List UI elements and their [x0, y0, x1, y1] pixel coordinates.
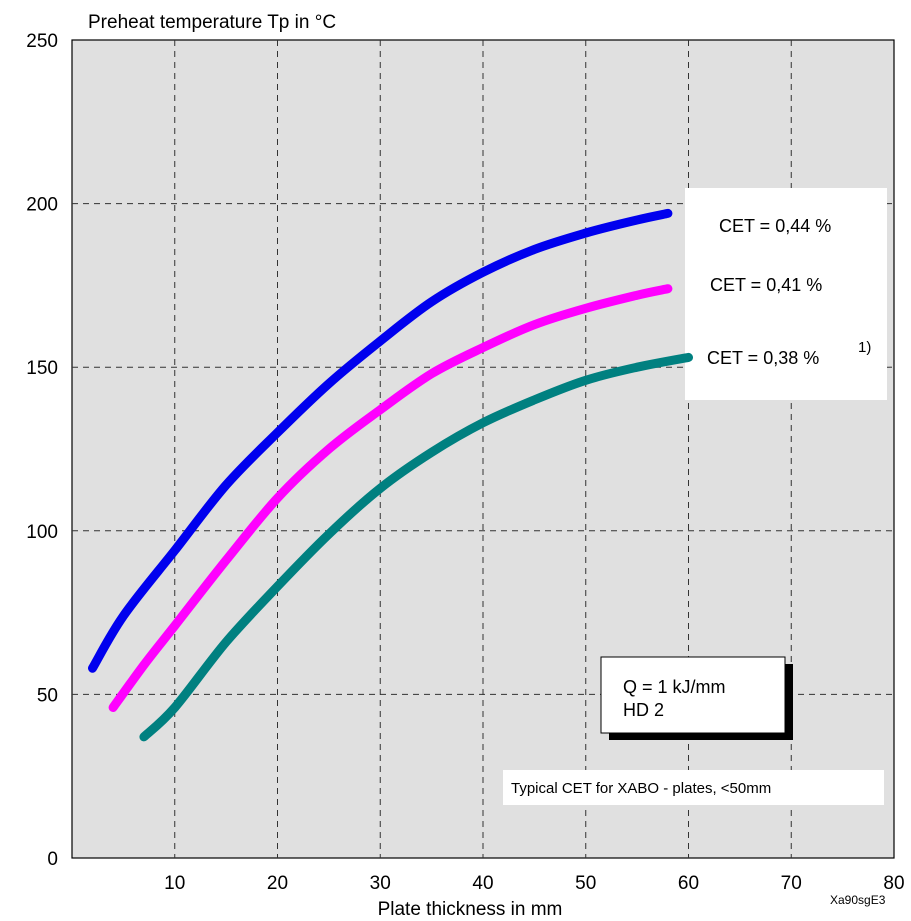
y-tick-label: 0: [47, 849, 58, 870]
series-line-3: [139, 352, 693, 742]
info-box-hd: HD 2: [623, 700, 664, 720]
series-line-2: [108, 284, 673, 712]
x-tick-label: 70: [781, 873, 802, 894]
x-axis-ticks: 10 20 30 40 50 60 70 80: [164, 873, 904, 894]
info-box: [600, 656, 786, 734]
x-tick-label: 30: [370, 873, 391, 894]
series-lines: [88, 208, 693, 742]
typical-note: Typical CET for XABO - plates, <50mm: [511, 780, 771, 797]
series-label-cet-044: CET = 0,44 %: [719, 216, 831, 236]
y-axis-ticks: 0 50 100 150 200 250: [26, 31, 58, 870]
curve-label-box: [685, 188, 887, 400]
y-tick-label: 200: [26, 195, 58, 216]
x-tick-label: 10: [164, 873, 185, 894]
info-box-energy: Q = 1 kJ/mm: [623, 677, 726, 697]
y-tick-label: 100: [26, 522, 58, 543]
figure-code: Xa90sgE3: [830, 893, 886, 907]
y-tick-label: 150: [26, 358, 58, 379]
x-tick-label: 50: [575, 873, 596, 894]
x-axis-label: Plate thickness in mm: [378, 899, 563, 920]
y-tick-label: 50: [37, 685, 58, 706]
y-axis-label: Preheat temperature Tp in °C: [88, 12, 336, 33]
series-line-1: [88, 208, 673, 673]
y-tick-label: 250: [26, 31, 58, 52]
series-label-cet-041: CET = 0,41 %: [710, 275, 822, 295]
x-tick-label: 40: [472, 873, 493, 894]
x-tick-label: 20: [267, 873, 288, 894]
x-tick-label: 60: [678, 873, 699, 894]
typical-note-box: [503, 770, 884, 805]
x-tick-label: 80: [883, 873, 904, 894]
footnote-marker: 1): [858, 339, 871, 356]
series-label-cet-038: CET = 0,38 %: [707, 348, 819, 368]
